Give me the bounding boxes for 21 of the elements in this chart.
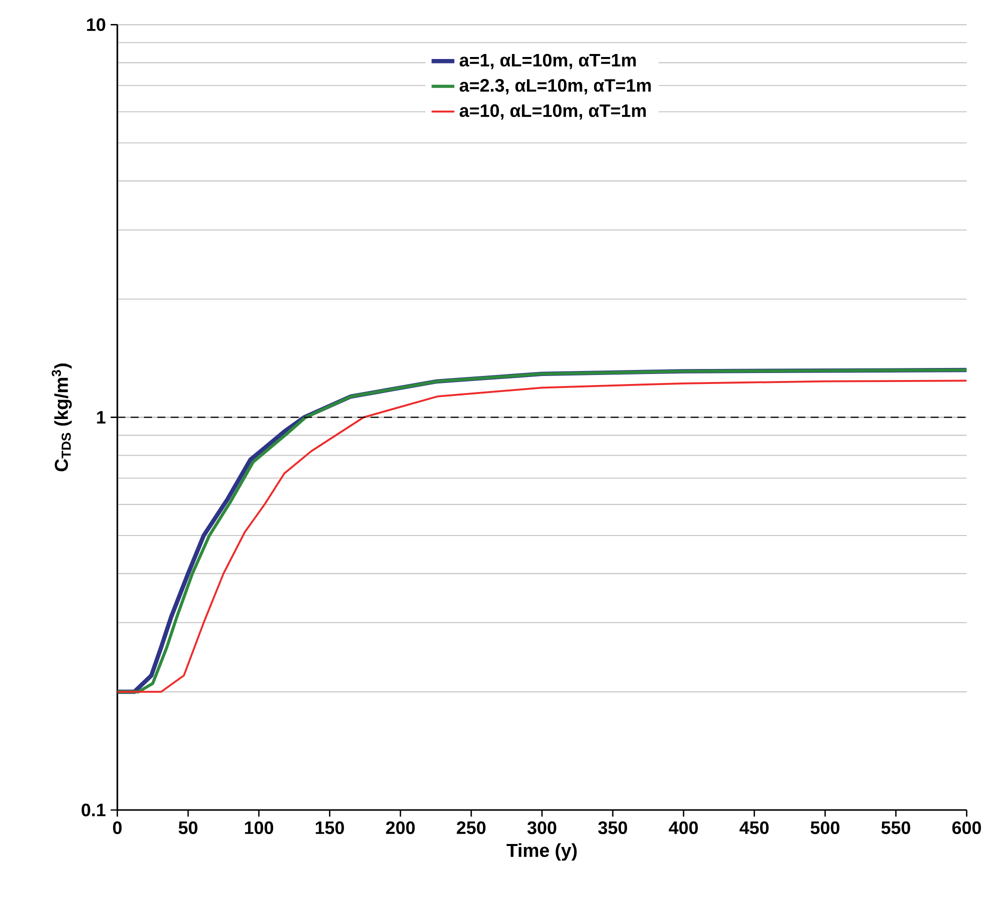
y-tick-label: 0.1 <box>82 804 106 816</box>
x-tick-label: 400 <box>668 821 698 834</box>
legend-label: a=10, αL=10m, αT=1m <box>460 104 646 120</box>
y-tick-label: 1 <box>97 411 106 424</box>
x-tick-label: 100 <box>245 821 274 834</box>
x-tick-label: 500 <box>810 821 840 834</box>
x-tick-label: 0 <box>113 821 122 834</box>
x-axis-title: Time (y) <box>506 843 577 861</box>
x-tick-label: 600 <box>952 821 981 834</box>
x-tick-label: 550 <box>881 821 910 834</box>
legend-label: a=1, αL=10m, αT=1m <box>460 54 636 70</box>
x-tick-label: 150 <box>316 821 344 834</box>
y-axis-title: C$_{TDS}$ (kg/m$^{3}$) <box>52 364 72 472</box>
x-tick-label: 450 <box>740 821 769 834</box>
x-tick-label: 250 <box>456 821 486 834</box>
x-tick-label: 200 <box>386 821 415 834</box>
legend-label: a=2.3, αL=10m, αT=1m <box>460 79 651 94</box>
x-tick-label: 50 <box>178 821 198 834</box>
y-tick-label: 10 <box>87 18 106 32</box>
x-tick-label: 300 <box>527 821 556 834</box>
x-tick-label: 350 <box>598 821 628 834</box>
